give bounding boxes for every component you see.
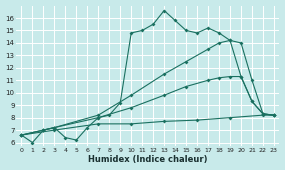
- X-axis label: Humidex (Indice chaleur): Humidex (Indice chaleur): [88, 155, 207, 164]
